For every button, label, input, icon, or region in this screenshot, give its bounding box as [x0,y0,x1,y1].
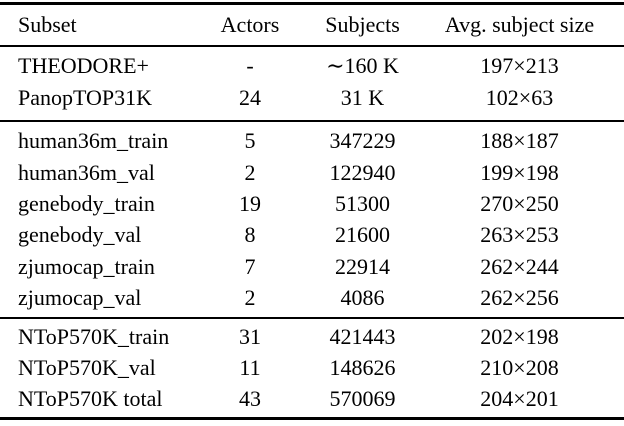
table-row: zjumocap_val 2 4086 262×256 [0,282,624,313]
table-row: genebody_val 8 21600 263×253 [0,220,624,251]
cell-actors: 5 [244,128,256,154]
table-rule-top [0,2,624,5]
table-section-ntop570k: NToP570K_train 31 421443 202×198 NToP570… [0,319,624,417]
table-rule-section-divider [0,120,624,122]
cell-avg-size: 197×213 [480,53,559,79]
cell-subset: genebody_val [18,222,142,248]
table-row: THEODORE+ - ∼160 K 197×213 [0,51,624,82]
cell-subjects: 4086 [340,285,385,311]
cell-avg-size: 263×253 [480,222,559,248]
cell-subset: zjumocap_val [18,285,142,311]
table-section-source-subsets: human36m_train 5 347229 188×187 human36m… [0,122,624,317]
cell-subjects: 122940 [329,159,396,185]
cell-subjects: 21600 [335,222,390,248]
table-rule-section-divider [0,317,624,319]
table-row: NToP570K total 43 570069 204×201 [0,384,624,415]
table-row: human36m_train 5 347229 188×187 [0,125,624,156]
column-header-actors: Actors [220,12,280,37]
cell-actors: 2 [244,159,256,185]
cell-actors: 2 [244,285,256,311]
cell-subjects: 51300 [335,190,390,216]
cell-avg-size: 204×201 [480,386,559,412]
cell-subset: zjumocap_train [18,253,155,279]
table-row: PanopTOP31K 24 31 K 102×63 [0,82,624,113]
cell-avg-size: 199×198 [480,159,559,185]
cell-subjects: 347229 [329,128,396,154]
table-row: NToP570K_train 31 421443 202×198 [0,321,624,352]
cell-actors: 19 [239,190,261,216]
cell-subjects: 570069 [329,386,396,412]
cell-subjects: 421443 [329,323,396,349]
table-rule-bottom [0,417,624,421]
cell-avg-size: 262×256 [480,285,559,311]
cell-actors: 31 [239,323,261,349]
table-rule-below-header [0,45,624,47]
table-header-row: Subset Actors Subjects Avg. subject size [0,5,624,45]
column-header-subjects: Subjects [325,12,400,37]
cell-subset: NToP570K_train [18,323,170,349]
cell-avg-size: 102×63 [485,84,554,110]
cell-subset: NToP570K total [18,386,163,412]
cell-subjects: ∼160 K [326,53,399,79]
cell-actors: 11 [239,354,261,380]
cell-subjects: 148626 [329,354,396,380]
cell-subjects: 22914 [335,253,390,279]
cell-subset: PanopTOP31K [18,84,153,110]
cell-avg-size: 188×187 [480,128,559,154]
cell-subset: human36m_val [18,159,155,185]
cell-actors: 7 [244,253,256,279]
cell-subset: human36m_train [18,128,169,154]
cell-avg-size: 262×244 [480,253,559,279]
table-row: genebody_train 19 51300 270×250 [0,188,624,219]
table-section-pretraining: THEODORE+ - ∼160 K 197×213 PanopTOP31K 2… [0,47,624,121]
cell-avg-size: 270×250 [480,190,559,216]
cell-actors: 8 [244,222,256,248]
cell-subset: genebody_train [18,190,155,216]
cell-subset: NToP570K_val [18,354,156,380]
column-header-avg-size: Avg. subject size [444,12,595,37]
table-row: zjumocap_train 7 22914 262×244 [0,251,624,282]
column-header-subset: Subset [18,12,77,37]
cell-avg-size: 210×208 [480,354,559,380]
table-row: NToP570K_val 11 148626 210×208 [0,352,624,383]
cell-avg-size: 202×198 [480,323,559,349]
cell-actors: 24 [239,84,261,110]
table-row: human36m_val 2 122940 199×198 [0,157,624,188]
cell-actors: - [246,53,254,79]
cell-actors: 43 [239,386,261,412]
cell-subset: THEODORE+ [18,53,149,79]
cell-subjects: 31 K [340,84,385,110]
